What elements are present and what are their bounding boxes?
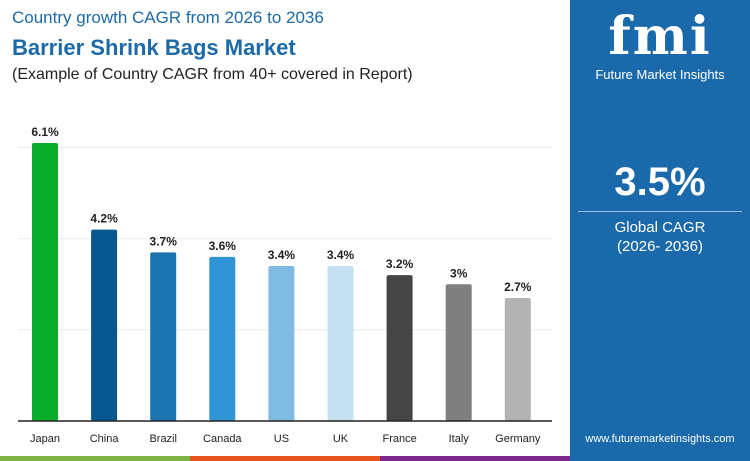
data-label: 3% xyxy=(450,266,468,280)
data-label: 3.6% xyxy=(209,239,237,253)
bar-germany xyxy=(504,297,531,421)
global-cagr-period: (2026- 2036) xyxy=(617,238,703,255)
chart-title: Barrier Shrink Bags Market xyxy=(12,35,296,60)
website-link[interactable]: www.futuremarketinsights.com xyxy=(585,433,735,445)
x-tick-label: Japan xyxy=(30,433,60,445)
bar-brazil xyxy=(150,252,177,421)
divider xyxy=(578,211,742,212)
global-cagr-label: Global CAGR xyxy=(614,219,706,236)
chart-subtitle: Country growth CAGR from 2026 to 2036 xyxy=(12,8,324,27)
x-tick-label: UK xyxy=(333,433,349,445)
data-label: 6.1% xyxy=(31,125,59,139)
summary-panel: fmi Future Market Insights 3.5% Global C… xyxy=(570,0,750,461)
bar-canada xyxy=(209,256,236,421)
logo-text: Future Market Insights xyxy=(595,67,725,82)
global-cagr-value: 3.5% xyxy=(614,160,706,204)
bar-chart: 6.1% Japan 4.2% China 3.7% Brazil 3.6% Canada 3.… xyxy=(18,125,552,445)
x-tick-label: France xyxy=(382,433,416,445)
data-label: 3.4% xyxy=(268,248,296,262)
data-label: 3.4% xyxy=(327,248,355,262)
x-tick-label: Germany xyxy=(495,433,541,445)
bar-china xyxy=(91,229,118,421)
x-tick-label: US xyxy=(274,433,289,445)
x-tick-label: China xyxy=(90,433,120,445)
data-label: 3.2% xyxy=(386,257,414,271)
fmi-logo: fmi xyxy=(608,6,712,67)
x-tick-label: Italy xyxy=(449,433,470,445)
stripe-green xyxy=(0,456,190,461)
data-label: 2.7% xyxy=(504,280,532,294)
bar-us xyxy=(268,266,295,421)
chart-note: (Example of Country CAGR from 40+ covere… xyxy=(12,66,413,83)
bar-japan xyxy=(32,143,58,421)
bar-france xyxy=(386,275,413,421)
x-tick-label: Brazil xyxy=(149,433,177,445)
x-tick-label: Canada xyxy=(203,433,242,445)
data-label: 4.2% xyxy=(90,212,118,226)
bar-uk xyxy=(327,266,354,421)
data-label: 3.7% xyxy=(150,234,178,248)
stripe-purple xyxy=(380,456,570,461)
stripe-orange xyxy=(190,456,380,461)
bar-italy xyxy=(445,284,472,421)
